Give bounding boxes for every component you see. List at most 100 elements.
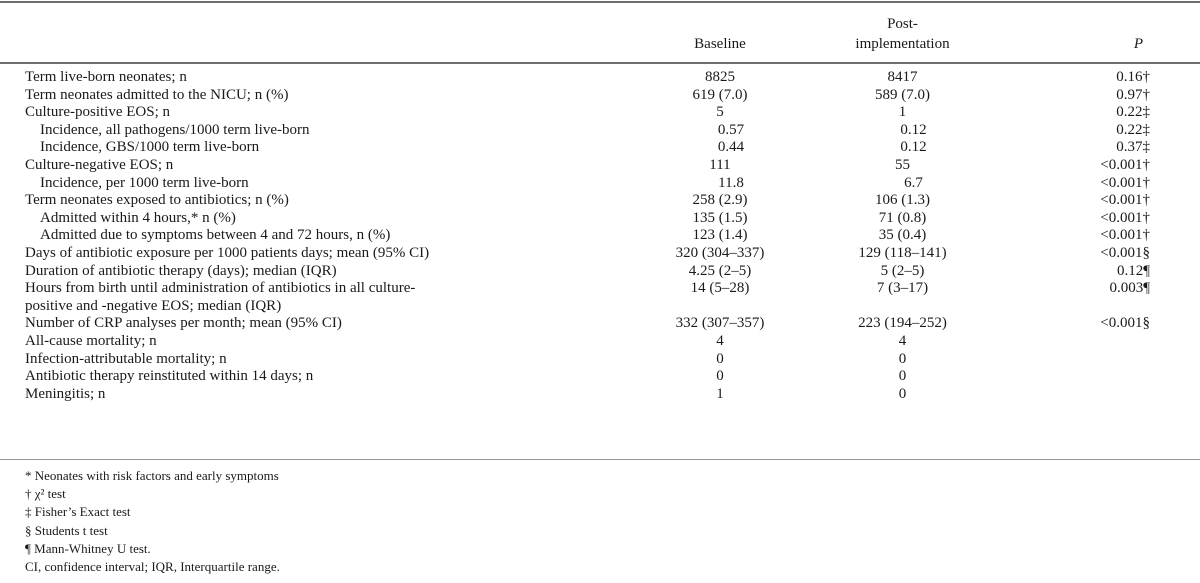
table-row: Incidence, per 1000 term live-born 11.8 6.…	[0, 175, 1160, 193]
header-label-blank	[0, 14, 620, 54]
post-implementation-value: 35 (0.4)	[878, 227, 927, 244]
p-value: 0.97†	[1116, 86, 1150, 103]
p-value: 0.12¶	[1116, 262, 1150, 279]
table-row: Meningitis; n 1 0	[0, 386, 1160, 404]
header-post-line2: implementation	[855, 36, 950, 52]
p-value: 0.22‡	[1116, 104, 1150, 121]
row-label: Number of CRP analyses per month; mean (…	[25, 315, 342, 332]
footnote: * Neonates with risk factors and early s…	[25, 468, 279, 483]
baseline-value: 123 (1.4)	[692, 227, 748, 244]
footnote: ‡ Fisher’s Exact test	[25, 504, 131, 520]
table-row: Admitted within 4 hours,* n (%) 135 (1.5)…	[0, 210, 1160, 228]
row-label: Term neonates admitted to the NICU; n (%…	[25, 86, 289, 103]
header-rule	[0, 62, 1200, 64]
p-value: 0.003¶	[1109, 280, 1150, 297]
baseline-value: 0	[716, 368, 724, 385]
footnotes: * Neonates with risk factors and early s…	[25, 467, 280, 576]
table-row: Term neonates admitted to the NICU; n (%…	[0, 87, 1160, 105]
post-implementation-value: 589 (7.0)	[875, 86, 930, 103]
row-label: Days of antibiotic exposure per 1000 pat…	[25, 244, 430, 261]
row-label: Term neonates exposed to antibiotics; n …	[25, 192, 289, 209]
baseline-value: 135 (1.5)	[692, 209, 748, 226]
post-implementation-value: 0	[898, 385, 907, 402]
row-label: Meningitis; n	[25, 385, 106, 402]
row-label: Antibiotic therapy reinstituted within 1…	[25, 368, 314, 385]
footnote: § Students t test	[25, 522, 108, 538]
p-value: <0.001†	[1100, 192, 1150, 209]
baseline-value: 5	[716, 104, 724, 121]
row-label: Culture-positive EOS; n	[25, 104, 170, 121]
table-top-rule	[0, 1, 1200, 3]
table-row: Culture-positive EOS; n 5 1 0.22‡	[0, 104, 1160, 122]
table-row: Hours from birth until administration of…	[0, 280, 1160, 315]
table-row: Term neonates exposed to antibiotics; n …	[0, 192, 1160, 210]
header-baseline: Baseline	[694, 36, 746, 52]
p-value: <0.001†	[1100, 174, 1150, 191]
post-implementation-value: 4	[898, 332, 907, 349]
p-value: <0.001§	[1100, 244, 1150, 261]
baseline-value: 111	[709, 156, 731, 173]
baseline-value: 332 (307–357)	[675, 315, 765, 332]
p-value: <0.001†	[1100, 209, 1150, 226]
post-implementation-value: 106 (1.3)	[875, 192, 930, 209]
row-label: Incidence, all pathogens/1000 term live-…	[40, 121, 310, 138]
post-implementation-value: 8417	[887, 69, 918, 85]
table-row: Incidence, GBS/1000 term live-born 0.44 0.…	[0, 139, 1160, 157]
row-label: Term live-born neonates; n	[25, 69, 187, 85]
table-row: Infection-attributable mortality; n 0 0	[0, 351, 1160, 369]
footnote: ¶ Mann-Whitney U test.	[25, 540, 151, 556]
p-value: <0.001§	[1100, 315, 1150, 332]
p-value: 0.16†	[1116, 69, 1150, 85]
p-value: <0.001†	[1100, 227, 1150, 244]
baseline-value: 14 (5–28)	[690, 280, 750, 297]
row-label: Culture-negative EOS; n	[25, 156, 174, 173]
table-row: Number of CRP analyses per month; mean (…	[0, 315, 1160, 333]
table-bottom-rule	[0, 459, 1200, 460]
header-p-value: P	[1133, 36, 1143, 52]
row-label: Incidence, per 1000 term live-born	[40, 174, 249, 191]
post-implementation-value: 7 (3–17)	[876, 280, 929, 297]
baseline-value: 1	[716, 385, 724, 402]
post-implementation-value: 6.7	[904, 174, 923, 191]
row-label: Infection-attributable mortality; n	[25, 350, 227, 367]
p-value	[985, 351, 1160, 369]
p-value	[985, 386, 1160, 404]
row-label: Admitted within 4 hours,* n (%)	[40, 209, 236, 226]
baseline-value: 0.57	[717, 121, 745, 138]
baseline-value: 258 (2.9)	[692, 192, 748, 209]
table-row: Culture-negative EOS; n 111 55 <0.001†	[0, 157, 1160, 175]
table-row: Incidence, all pathogens/1000 term live-…	[0, 122, 1160, 140]
footnote: CI, confidence interval; IQR, Interquart…	[25, 559, 280, 575]
baseline-value: 4	[716, 332, 724, 349]
p-value: 0.37‡	[1116, 139, 1150, 156]
table-row: Antibiotic therapy reinstituted within 1…	[0, 368, 1160, 386]
post-implementation-value: 1	[898, 104, 907, 121]
footnote: † χ² test	[25, 486, 66, 502]
p-value: 0.22‡	[1116, 121, 1150, 138]
post-implementation-value: 0.12	[900, 139, 927, 156]
baseline-value: 0.44	[717, 139, 745, 156]
table-header: Baseline Post-implementation P	[0, 14, 1160, 54]
row-label: Duration of antibiotic therapy (days); m…	[25, 262, 337, 279]
p-value	[985, 333, 1160, 351]
baseline-value: 619 (7.0)	[692, 86, 748, 103]
row-label: Incidence, GBS/1000 term live-born	[40, 139, 260, 156]
header-post-line1: Post-	[887, 16, 918, 32]
table-row: All-cause mortality; n 4 4	[0, 333, 1160, 351]
baseline-value: 11.8	[718, 174, 744, 191]
p-value	[985, 368, 1160, 386]
post-implementation-value: 0	[898, 350, 907, 367]
baseline-value: 320 (304–337)	[675, 244, 765, 261]
row-label: Hours from birth until administration of…	[25, 280, 416, 314]
baseline-value: 4.25 (2–5)	[688, 262, 752, 279]
header-post-implementation: Post-implementation	[820, 14, 985, 54]
post-implementation-value: 0.12	[900, 121, 927, 138]
table-body: Term live-born neonates; n 8825 8417 0.16† T…	[0, 69, 1160, 403]
post-implementation-value: 71 (0.8)	[878, 209, 927, 226]
baseline-value: 8825	[705, 69, 735, 85]
table-row: Admitted due to symptoms between 4 and 7…	[0, 227, 1160, 245]
post-implementation-value: 129 (118–141)	[858, 244, 947, 261]
row-label: All-cause mortality; n	[25, 332, 157, 349]
table-row: Duration of antibiotic therapy (days); m…	[0, 263, 1160, 281]
p-value: <0.001†	[1100, 156, 1150, 173]
